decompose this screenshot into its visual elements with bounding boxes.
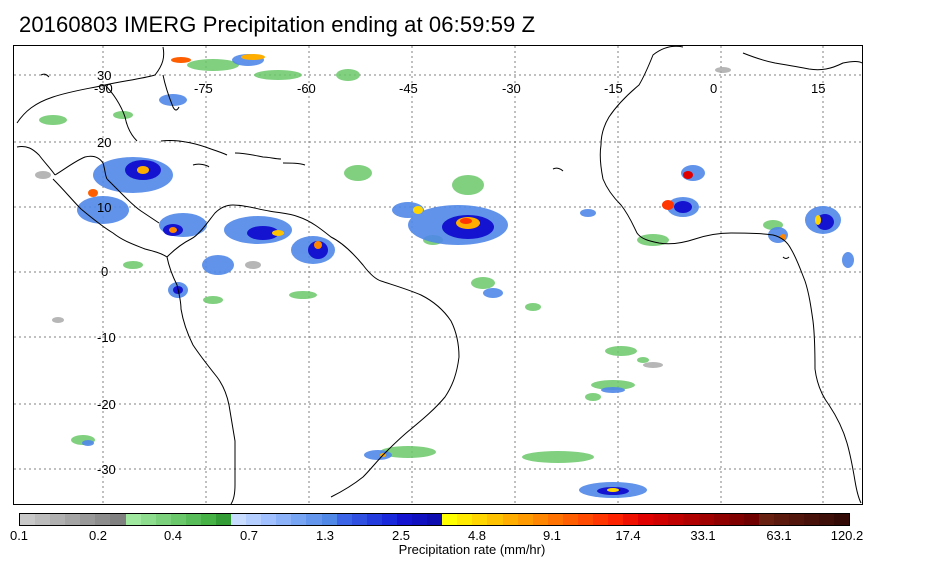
colorbar-swatch — [396, 514, 413, 525]
colorbar-swatch — [834, 514, 850, 525]
colorbar-swatch — [65, 514, 81, 525]
colorbar-swatch — [788, 514, 805, 525]
longitude-labels: -90 -75 -60 -45 -30 -15 0 15 — [94, 81, 825, 96]
colorbar-swatch — [427, 514, 443, 525]
lon-label: 0 — [710, 81, 717, 96]
colorbar-swatch — [306, 514, 322, 525]
colorbar-swatch — [336, 514, 352, 525]
colorbar-tick-label: 0.4 — [163, 528, 183, 543]
intense-rain-cores — [88, 54, 821, 492]
colorbar-swatch — [20, 514, 36, 525]
colorbar-swatch — [381, 514, 397, 525]
colorbar-tick-label: 17.4 — [615, 528, 641, 543]
colorbar-swatch — [155, 514, 171, 525]
colorbar-swatch — [577, 514, 593, 525]
colorbar-swatch — [472, 514, 488, 525]
colorbar-tick-label: 4.8 — [467, 528, 487, 543]
colorbar-swatch — [683, 514, 699, 525]
colorbar-swatch — [261, 514, 277, 525]
colorbar-swatch — [502, 514, 518, 525]
map-title: 20160803 IMERG Precipitation ending at 0… — [19, 12, 536, 37]
colorbar-swatch — [562, 514, 578, 525]
colorbar-swatch — [321, 514, 337, 525]
colorbar-swatch — [35, 514, 51, 525]
colorbar-swatch — [95, 514, 111, 525]
colorbar-swatch — [246, 514, 262, 525]
lat-label: 0 — [101, 264, 108, 279]
colorbar-swatch — [442, 514, 458, 525]
lon-label: -90 — [94, 81, 113, 96]
colorbar-swatch — [231, 514, 247, 525]
lon-label: 15 — [811, 81, 825, 96]
colorbar-swatch — [487, 514, 503, 525]
colorbar — [19, 513, 850, 526]
colorbar-tick-label: 63.1 — [766, 528, 792, 543]
colorbar-swatch — [125, 514, 141, 525]
colorbar-swatch — [547, 514, 563, 525]
lat-label: 10 — [97, 200, 111, 215]
latitude-labels: 30 20 10 0 -10 -20 -30 — [97, 68, 116, 477]
colorbar-swatch — [743, 514, 759, 525]
colorbar-swatch — [758, 514, 774, 525]
light-rain-areas — [39, 59, 783, 463]
colorbar-swatch — [728, 514, 744, 525]
lon-label: -30 — [502, 81, 521, 96]
precipitation-map: -90 -75 -60 -45 -30 -15 0 15 30 20 10 0 … — [13, 45, 863, 505]
colorbar-swatch — [804, 514, 820, 525]
colorbar-swatch — [170, 514, 186, 525]
colorbar-tick-label: 0.2 — [88, 528, 108, 543]
colorbar-swatch — [653, 514, 669, 525]
graticule — [14, 46, 862, 504]
colorbar-title: Precipitation rate (mm/hr) — [398, 542, 546, 557]
colorbar-swatch — [366, 514, 382, 525]
colorbar-swatch — [457, 514, 473, 525]
colorbar-swatch — [110, 514, 126, 525]
colorbar-swatch — [50, 514, 66, 525]
lat-label: -30 — [97, 462, 116, 477]
lon-label: -60 — [297, 81, 316, 96]
colorbar-swatch — [412, 514, 428, 525]
colorbar-tick-label: 2.5 — [391, 528, 411, 543]
colorbar-tick-labels: 0.1 0.2 0.4 0.7 1.3 2.5 4.8 9.1 17.4 33.… — [10, 528, 863, 544]
colorbar-tick-label: 33.1 — [690, 528, 716, 543]
map-frame — [13, 45, 863, 505]
colorbar-swatch — [185, 514, 201, 525]
colorbar-swatch — [698, 514, 714, 525]
lat-label: -20 — [97, 397, 116, 412]
colorbar-swatch — [773, 514, 789, 525]
colorbar-tick-label: 1.3 — [315, 528, 335, 543]
colorbar-swatch — [80, 514, 96, 525]
colorbar-swatch — [517, 514, 533, 525]
colorbar-swatch — [608, 514, 624, 525]
colorbar-swatch — [713, 514, 729, 525]
colorbar-swatch — [532, 514, 548, 525]
colorbar-swatch — [276, 514, 292, 525]
colorbar-swatch — [819, 514, 835, 525]
colorbar-swatch — [200, 514, 217, 525]
colorbar-swatch — [592, 514, 609, 525]
lon-label: -45 — [399, 81, 418, 96]
colorbar-swatch — [638, 514, 654, 525]
lat-label: 30 — [97, 68, 111, 83]
colorbar-swatch — [668, 514, 684, 525]
colorbar-tick-label: 0.7 — [239, 528, 259, 543]
lon-label: -15 — [604, 81, 623, 96]
colorbar-swatch — [140, 514, 156, 525]
colorbar-tick-label: 120.2 — [830, 528, 864, 543]
colorbar-swatch — [623, 514, 639, 525]
colorbar-swatch — [351, 514, 367, 525]
colorbar-swatch — [216, 514, 232, 525]
colorbar-tick-label: 0.1 — [9, 528, 29, 543]
precipitation-field — [35, 54, 854, 498]
colorbar-swatch — [291, 514, 307, 525]
colorbar-tick-label: 9.1 — [542, 528, 562, 543]
coastlines — [16, 45, 863, 505]
lon-label: -75 — [194, 81, 213, 96]
lat-label: 20 — [97, 135, 111, 150]
lat-label: -10 — [97, 330, 116, 345]
